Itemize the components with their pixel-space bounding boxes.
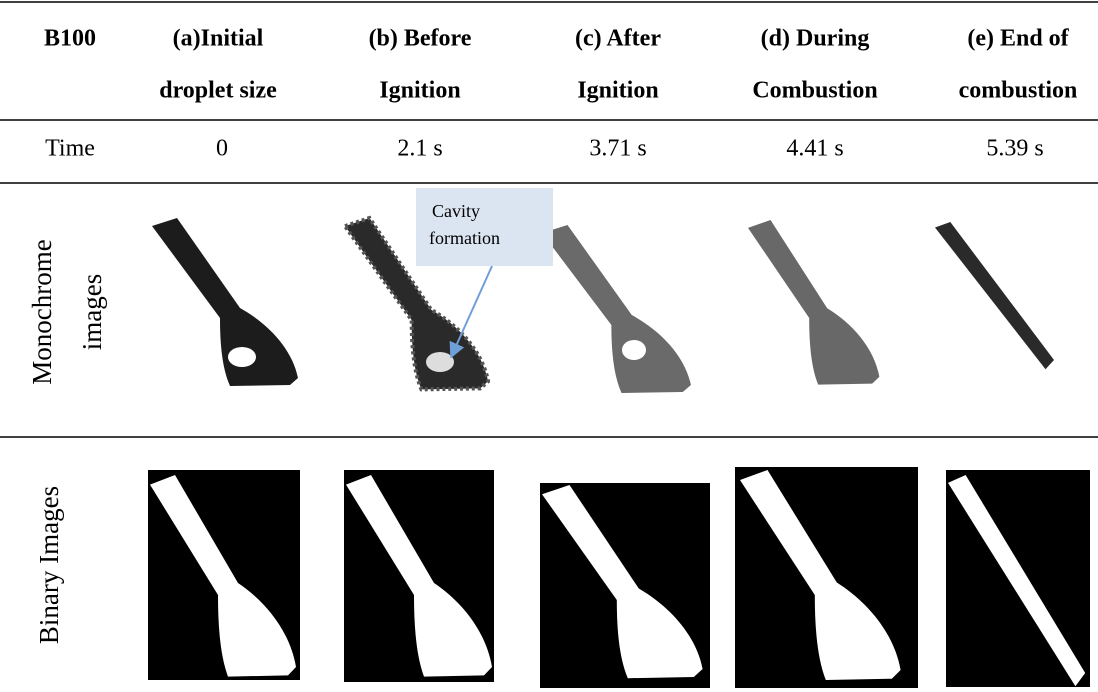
monochrome-image xyxy=(748,220,879,385)
figure-table: B100 (a)Initial droplet size (b) Before … xyxy=(0,0,1098,692)
annotation-text: formation xyxy=(429,228,500,248)
header-cell: droplet size xyxy=(159,78,277,104)
binary-image xyxy=(344,470,494,682)
row-label: images xyxy=(77,274,107,350)
time-value: 3.71 s xyxy=(589,136,646,162)
header-cell: Ignition xyxy=(379,78,460,104)
row-label: Binary Images xyxy=(34,486,64,644)
time-value: 0 xyxy=(216,136,228,162)
header-cell: (d) During xyxy=(761,26,870,52)
monochrome-image xyxy=(935,222,1054,369)
header-cell: (e) End of xyxy=(967,26,1069,52)
header-cell: (c) After xyxy=(575,26,661,52)
monochrome-image xyxy=(542,225,691,393)
header-cell: B100 xyxy=(44,26,96,52)
time-value: 5.39 s xyxy=(986,136,1043,162)
row-label: Monochrome xyxy=(27,239,57,384)
header-cell: Ignition xyxy=(577,78,658,104)
monochrome-image xyxy=(152,218,298,386)
binary-image xyxy=(540,483,710,688)
annotation-text: Cavity xyxy=(432,201,480,221)
annotation-arrow xyxy=(452,266,492,355)
row-label: Time xyxy=(45,136,95,162)
binary-image xyxy=(735,467,918,688)
annotation-box xyxy=(416,188,553,266)
header-cell: Combustion xyxy=(752,78,877,104)
binary-image xyxy=(946,470,1090,687)
time-value: 4.41 s xyxy=(786,136,843,162)
header-cell: (a)Initial xyxy=(173,26,264,52)
header-cell: (b) Before xyxy=(369,26,472,52)
header-cell: combustion xyxy=(959,78,1078,104)
time-value: 2.1 s xyxy=(397,136,442,162)
binary-image xyxy=(148,470,300,680)
